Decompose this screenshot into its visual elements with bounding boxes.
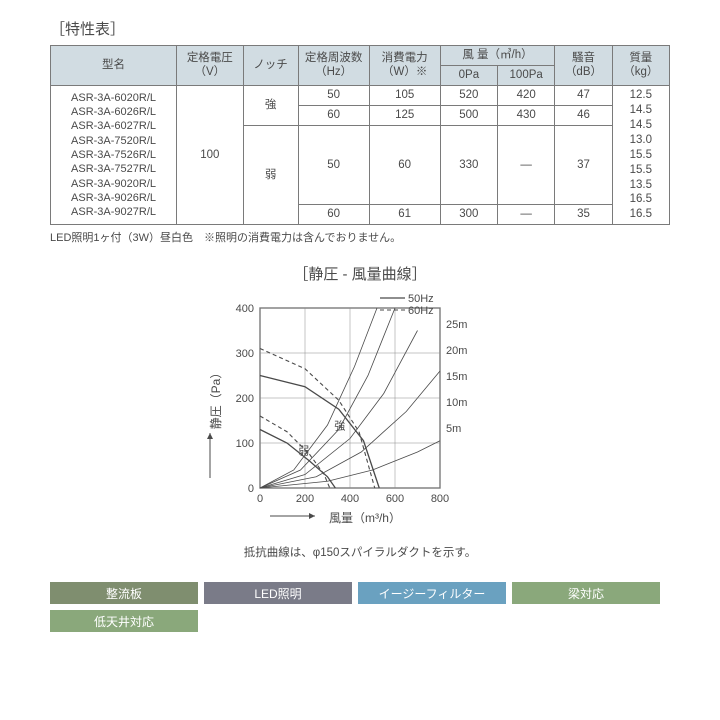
- svg-text:0: 0: [248, 483, 254, 495]
- th-freq: 定格周波数（Hz）: [298, 46, 369, 86]
- feature-badge: 梁対応: [512, 582, 660, 604]
- th-power: 消費電力（W）※: [369, 46, 440, 86]
- svg-text:静圧（Pa）: 静圧（Pa）: [209, 367, 223, 430]
- cell: 430: [498, 105, 555, 125]
- svg-text:200: 200: [296, 493, 314, 505]
- cell: ―: [498, 205, 555, 225]
- svg-text:600: 600: [386, 493, 404, 505]
- cell: 125: [369, 105, 440, 125]
- th-voltage: 定格電圧（V）: [177, 46, 243, 86]
- th-0pa: 0Pa: [440, 65, 497, 85]
- svg-text:200: 200: [236, 393, 254, 405]
- svg-text:弱: 弱: [298, 445, 309, 458]
- th-notch: ノッチ: [243, 46, 298, 86]
- model-list: ASR-3A-6020R/LASR-3A-6026R/LASR-3A-6027R…: [51, 85, 177, 224]
- feature-badge: イージーフィルター: [358, 582, 506, 604]
- cell: 46: [555, 105, 612, 125]
- svg-text:60Hz: 60Hz: [408, 305, 434, 317]
- cell: 50: [298, 85, 369, 105]
- feature-badge: LED照明: [204, 582, 352, 604]
- th-airflow: 風 量（㎥/h）: [440, 46, 555, 66]
- cell: ―: [498, 125, 555, 205]
- svg-text:5m: 5m: [446, 423, 461, 435]
- cell: 60: [298, 105, 369, 125]
- svg-text:0: 0: [257, 493, 263, 505]
- svg-text:25m: 25m: [446, 319, 467, 331]
- cell: 520: [440, 85, 497, 105]
- th-model: 型名: [51, 46, 177, 86]
- svg-text:300: 300: [236, 348, 254, 360]
- voltage-cell: 100: [177, 85, 243, 224]
- svg-text:15m: 15m: [446, 371, 467, 383]
- cell: 105: [369, 85, 440, 105]
- cell: 61: [369, 205, 440, 225]
- svg-text:50Hz: 50Hz: [408, 293, 434, 305]
- table-footnote: LED照明1ヶ付（3W）昼白色 ※照明の消費電力は含んでおりません。: [50, 229, 670, 245]
- th-noise: 騒音（dB）: [555, 46, 612, 86]
- mass-list: 12.514.514.513.015.515.513.516.516.5: [612, 85, 669, 224]
- pressure-airflow-chart: 0 200 400 600 800 0 100 200 300 400 25m 20m 15m 10m 5m…: [195, 288, 525, 538]
- spec-table: 型名 定格電圧（V） ノッチ 定格周波数（Hz） 消費電力（W）※ 風 量（㎥/…: [50, 45, 670, 225]
- cell: 50: [298, 125, 369, 205]
- notch-weak: 弱: [243, 125, 298, 225]
- svg-text:強: 強: [334, 420, 345, 433]
- cell: 47: [555, 85, 612, 105]
- svg-text:800: 800: [431, 493, 449, 505]
- notch-strong: 強: [243, 85, 298, 125]
- cell: 37: [555, 125, 612, 205]
- cell: 35: [555, 205, 612, 225]
- cell: 60: [298, 205, 369, 225]
- svg-text:10m: 10m: [446, 397, 467, 409]
- feature-badge: 低天井対応: [50, 610, 198, 632]
- chart-footnote: 抵抗曲線は、φ150スパイラルダクトを示す。: [50, 544, 670, 560]
- svg-text:20m: 20m: [446, 345, 467, 357]
- svg-text:100: 100: [236, 438, 254, 450]
- cell: 420: [498, 85, 555, 105]
- feature-badges: 整流板 LED照明イージーフィルター梁対応低天井対応: [50, 582, 670, 632]
- svg-text:400: 400: [341, 493, 359, 505]
- cell: 300: [440, 205, 497, 225]
- th-mass: 質量（kg）: [612, 46, 669, 86]
- chart-title: ［静圧 - 風量曲線］: [50, 263, 670, 284]
- cell: 60: [369, 125, 440, 205]
- feature-badge: 整流板: [50, 582, 198, 604]
- th-100pa: 100Pa: [498, 65, 555, 85]
- cell: 500: [440, 105, 497, 125]
- svg-text:400: 400: [236, 303, 254, 315]
- cell: 330: [440, 125, 497, 205]
- svg-text:風量（m³/h）: 風量（m³/h）: [329, 511, 401, 525]
- spec-table-title: ［特性表］: [50, 18, 670, 39]
